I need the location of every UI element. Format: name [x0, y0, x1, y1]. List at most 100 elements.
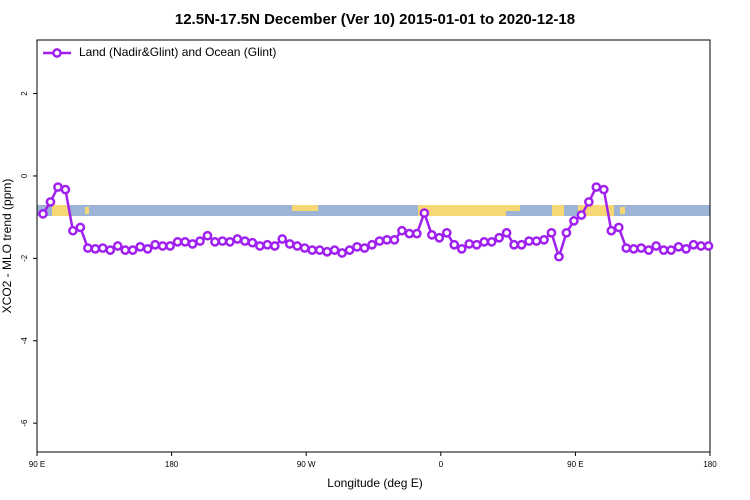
data-point [150, 239, 160, 250]
data-point [299, 243, 310, 253]
data-point [539, 234, 549, 245]
legend-label: Land (Nadir&Glint) and Ocean (Glint) [79, 45, 276, 59]
data-point [673, 241, 684, 252]
data-point [97, 243, 108, 253]
data-point [628, 244, 639, 254]
data-point [344, 245, 355, 255]
chart-title: 12.5N-17.5N December (Ver 10) 2015-01-01… [175, 11, 575, 28]
data-point [501, 227, 512, 238]
data-point [172, 237, 183, 247]
x-tick-label: 180 [703, 460, 717, 469]
data-point [60, 184, 71, 195]
data-point [284, 239, 295, 249]
data-point [658, 245, 669, 255]
data-point [225, 237, 235, 247]
data-point [202, 230, 213, 241]
data-point [643, 245, 654, 255]
data-point [606, 225, 617, 236]
data-point [681, 244, 691, 254]
data-point [142, 244, 153, 254]
data-point [38, 209, 48, 219]
data-point [479, 237, 490, 247]
data-point [554, 251, 564, 262]
data-point [277, 234, 288, 244]
x-tick-label: 0 [439, 460, 444, 469]
data-point [486, 237, 497, 247]
data-point [135, 241, 146, 252]
data-point [53, 182, 63, 192]
data-point [412, 228, 422, 239]
data-point [262, 239, 273, 250]
data-point [397, 225, 407, 236]
data-point [591, 182, 602, 192]
data-point [696, 241, 706, 251]
data-point [419, 208, 430, 218]
data-point [82, 243, 93, 253]
data-point [240, 236, 250, 246]
data-point [531, 236, 542, 246]
y-tick-label: 2 [20, 91, 29, 96]
data-point [389, 234, 400, 245]
x-tick-label: 180 [165, 460, 179, 469]
data-point [441, 227, 452, 238]
data-point [187, 239, 198, 249]
data-point [90, 244, 101, 254]
data-point [307, 245, 318, 255]
data-point [112, 241, 123, 251]
data-point [180, 237, 190, 247]
data-point [598, 184, 609, 195]
data-point [75, 222, 86, 233]
x-tick-label: 90 E [29, 460, 45, 469]
y-tick-label: -4 [20, 337, 29, 345]
data-point [105, 245, 116, 255]
data-point [584, 197, 594, 207]
data-point [217, 236, 228, 246]
data-point [651, 241, 662, 251]
data-point [666, 245, 676, 255]
data-point [120, 245, 131, 255]
data-point [561, 227, 572, 238]
y-tick-label: 0 [20, 173, 29, 178]
data-point [269, 241, 280, 251]
data-point [382, 234, 392, 245]
data-point [322, 246, 332, 257]
y-axis-label: XCO2 - MLO trend (ppm) [0, 179, 14, 314]
data-point [613, 222, 624, 233]
x-tick-label: 90 W [297, 460, 316, 469]
data-point [426, 230, 437, 240]
data-point [337, 248, 347, 258]
data-point [157, 241, 168, 251]
data-point [688, 239, 699, 250]
data-point [404, 228, 415, 239]
y-tick-label: -6 [20, 419, 29, 427]
data-point [329, 245, 340, 255]
data-point [464, 239, 475, 249]
data-point [254, 241, 265, 251]
data-point [509, 239, 519, 250]
data-point [621, 243, 632, 253]
data-point [494, 232, 504, 243]
data-point [165, 241, 175, 251]
data-point [449, 239, 460, 250]
y-tick-label: -2 [20, 254, 29, 262]
data-point [45, 197, 56, 207]
data-point [68, 225, 78, 236]
data-point [569, 216, 579, 226]
data-point [456, 244, 467, 254]
data-point [516, 239, 527, 250]
legend-marker [52, 48, 62, 58]
data-point [359, 243, 370, 253]
data-point [232, 234, 243, 244]
data-point [292, 241, 303, 251]
land-ocean-band [37, 205, 710, 216]
data-point [703, 241, 714, 251]
data-point [434, 232, 445, 243]
data-point [524, 236, 534, 246]
data-point [127, 245, 138, 255]
data-point [210, 237, 220, 247]
data-point [352, 241, 362, 252]
data-point [314, 245, 325, 255]
data-point [374, 236, 385, 246]
data-point [546, 227, 557, 238]
